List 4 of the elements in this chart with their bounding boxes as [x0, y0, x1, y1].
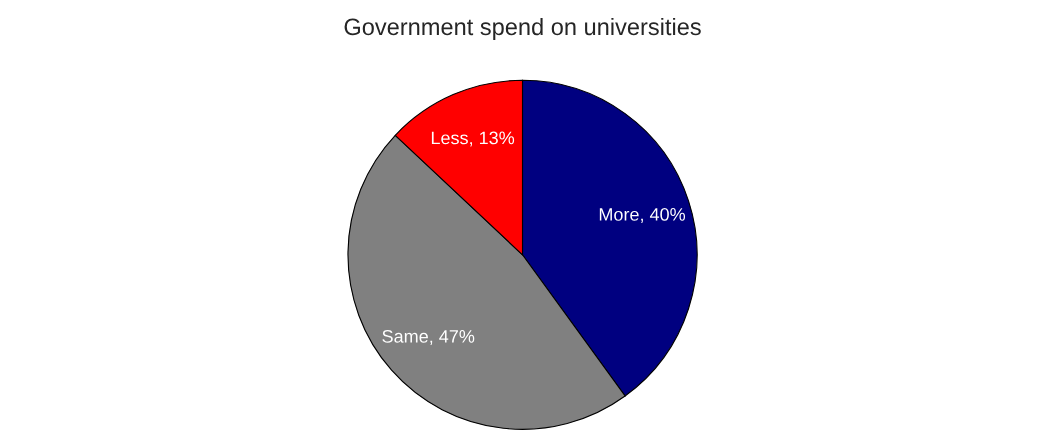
slice-label: Less, 13%: [431, 131, 515, 147]
chart-title: Government spend on universities: [344, 17, 701, 40]
slice-label: More, 40%: [599, 208, 686, 223]
slice-label: Same, 47%: [382, 329, 475, 345]
